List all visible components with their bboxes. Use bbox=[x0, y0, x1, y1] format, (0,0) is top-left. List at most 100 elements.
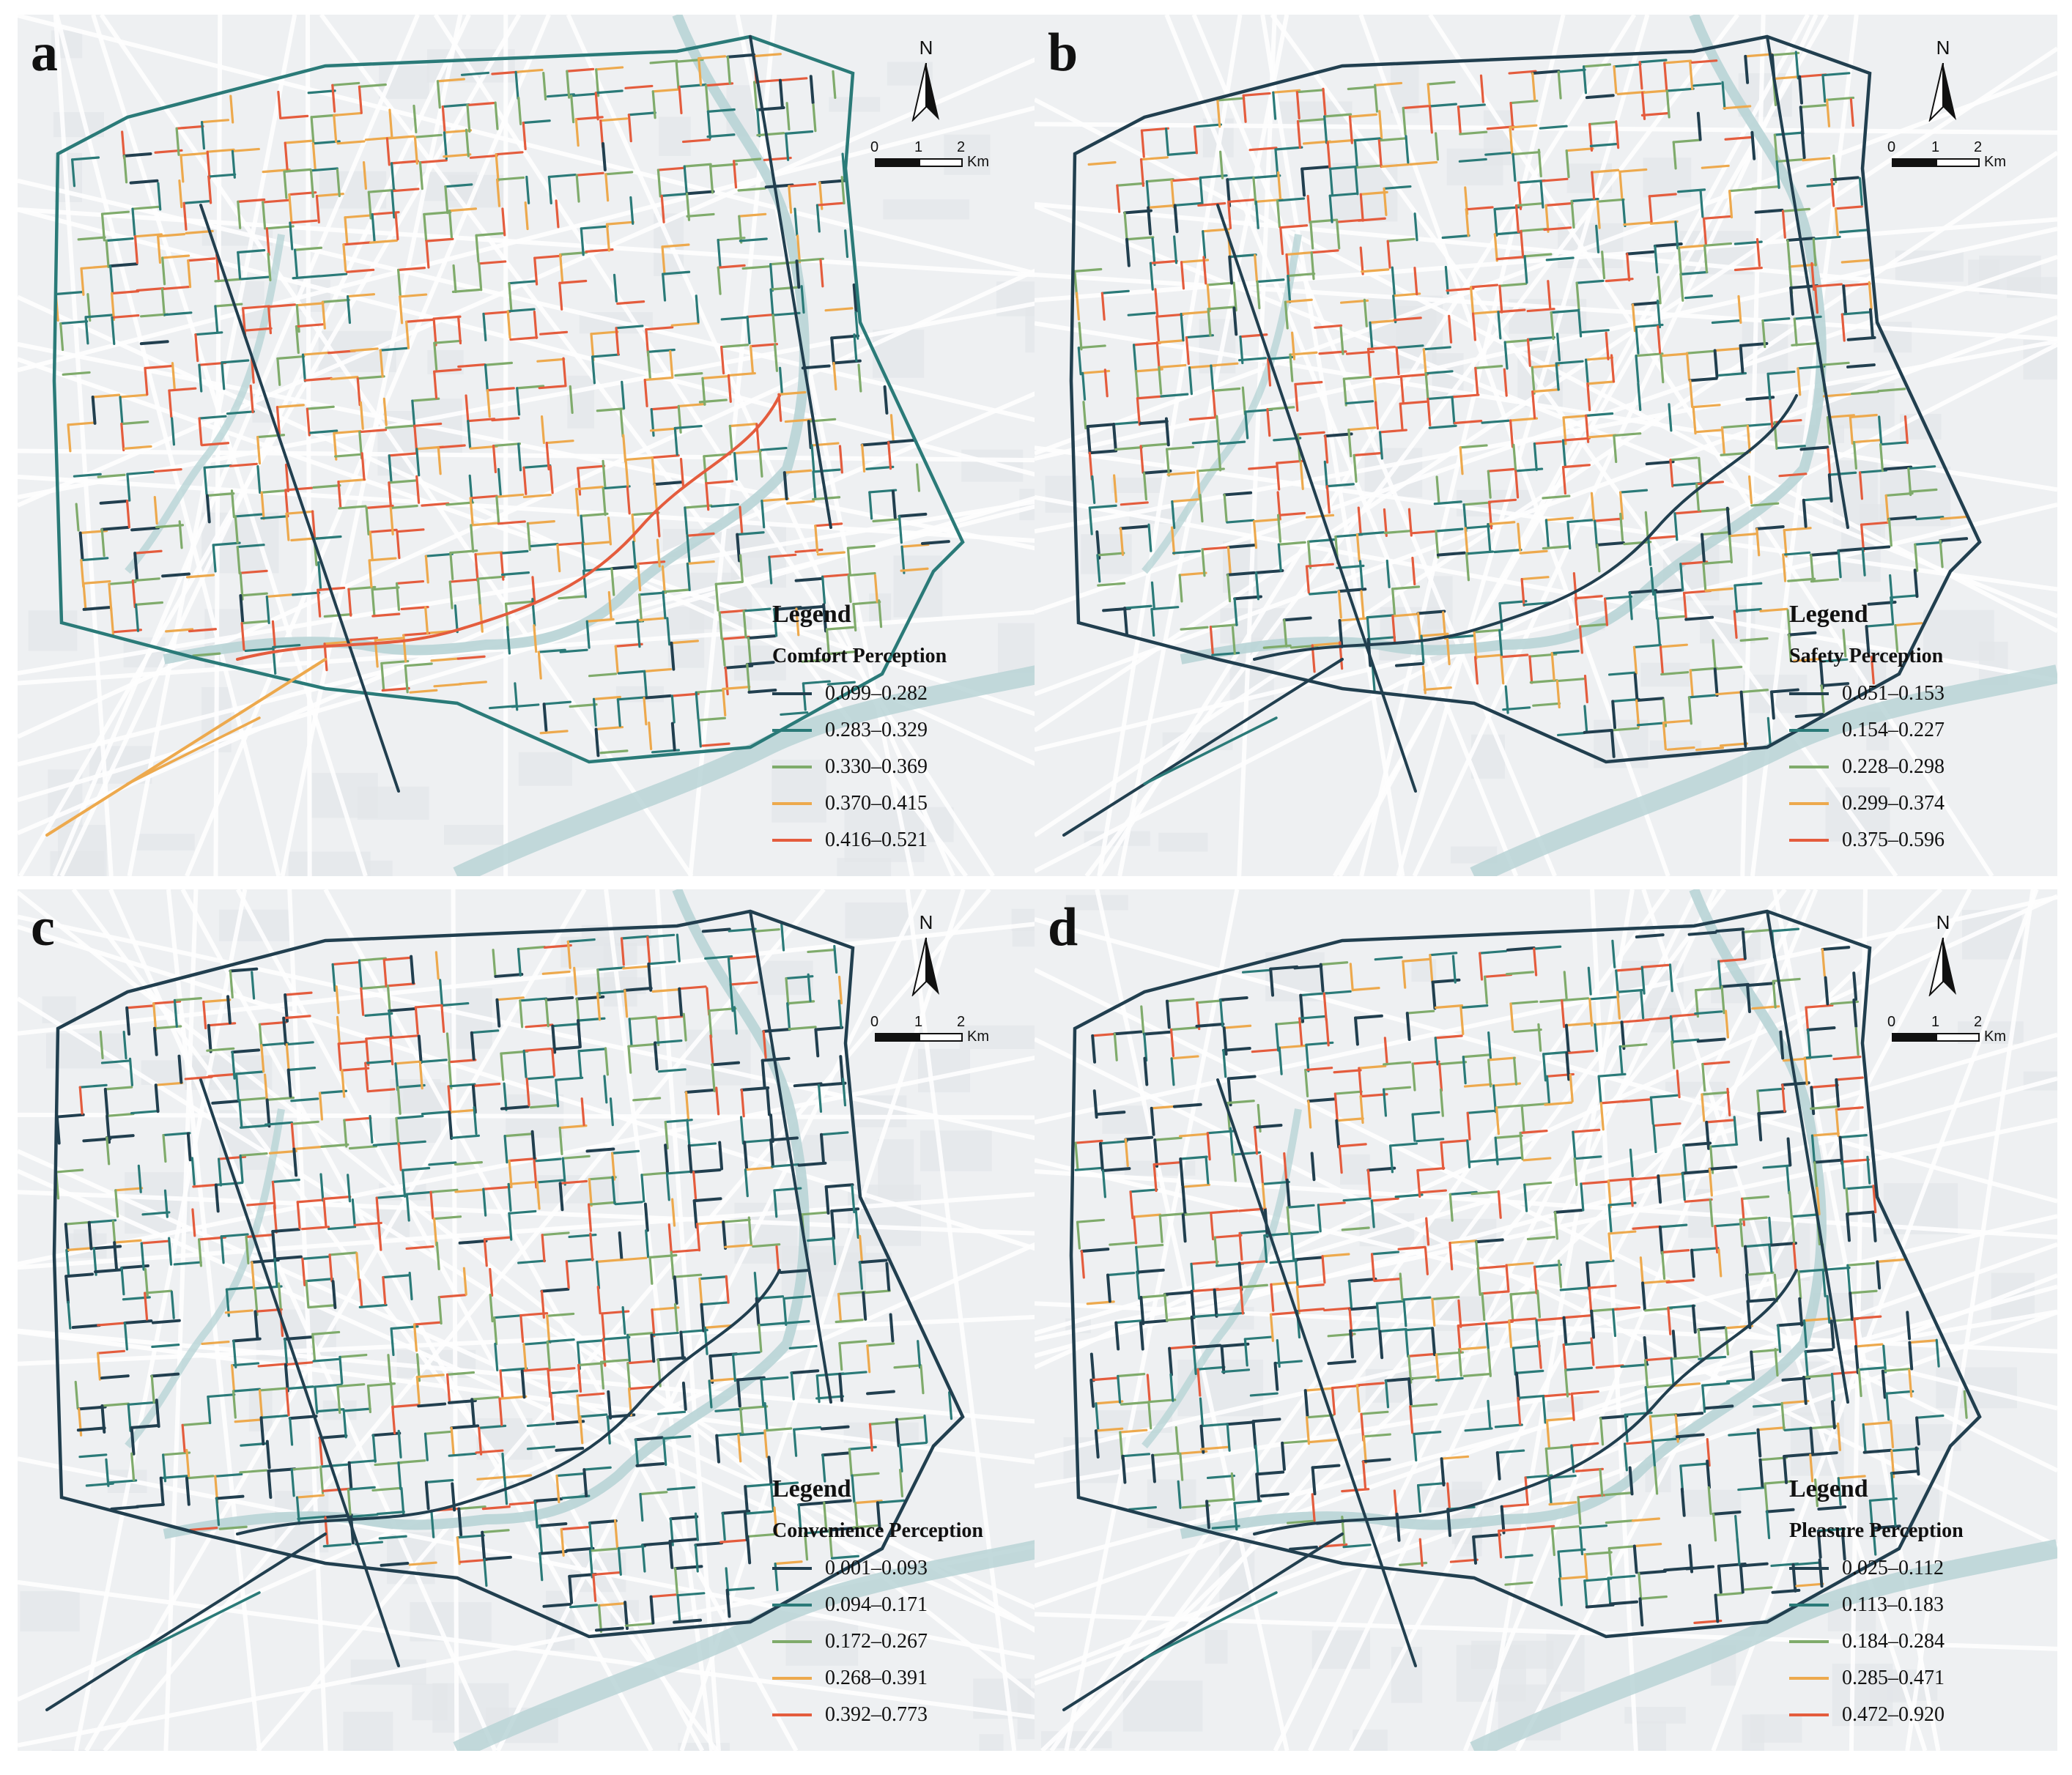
scale-tick-2: 2 bbox=[957, 139, 966, 155]
legend-item: 0.094–0.171 bbox=[772, 1587, 1021, 1623]
legend-swatch bbox=[1789, 839, 1829, 842]
scale-tick-2: 2 bbox=[1974, 139, 1983, 155]
legend-swatch bbox=[772, 802, 812, 805]
street-network-map bbox=[1035, 15, 2057, 876]
legend-label: 0.184–0.284 bbox=[1842, 1630, 1945, 1653]
scale-tick-1: 1 bbox=[1931, 1014, 1940, 1030]
legend-item: 0.228–0.298 bbox=[1789, 749, 2038, 785]
legend-subtitle: Comfort Perception bbox=[772, 645, 947, 667]
legend-title: Legend bbox=[1789, 601, 1868, 628]
north-label: N bbox=[919, 911, 933, 933]
legend-label: 0.472–0.920 bbox=[1842, 1703, 1945, 1726]
legend-title: Legend bbox=[772, 1475, 851, 1502]
legend-swatch bbox=[1789, 766, 1829, 768]
legend-swatch bbox=[1789, 1677, 1829, 1680]
scale-tick-2: 2 bbox=[1974, 1014, 1983, 1030]
north-arrow-icon bbox=[1928, 938, 1956, 996]
legend-title: Legend bbox=[772, 601, 851, 628]
legend-item: 0.370–0.415 bbox=[772, 785, 1021, 822]
legend-item: 0.172–0.267 bbox=[772, 1623, 1021, 1660]
map-panel-b: b N 0 1 2 Km Legend Safety Perception 0.… bbox=[1035, 15, 2057, 876]
scale-segment-dark bbox=[875, 158, 919, 167]
scale-unit: Km bbox=[1984, 1029, 2006, 1045]
north-arrow: N bbox=[1921, 37, 1965, 132]
north-label: N bbox=[1936, 911, 1950, 933]
legend-item: 0.154–0.227 bbox=[1789, 712, 2038, 749]
legend-label: 0.099–0.282 bbox=[825, 682, 928, 705]
legend-title: Legend bbox=[1789, 1475, 1868, 1502]
legend-item: 0.113–0.183 bbox=[1789, 1587, 2038, 1623]
legend-item: 0.283–0.329 bbox=[772, 712, 1021, 749]
legend-item: 0.330–0.369 bbox=[772, 749, 1021, 785]
north-arrow-icon bbox=[911, 63, 939, 122]
legend-item: 0.416–0.521 bbox=[772, 822, 1021, 859]
scale-segment-light bbox=[1936, 158, 1980, 167]
scale-bar: 0 1 2 Km bbox=[870, 1014, 1021, 1050]
legend-rows: 0.001–0.093 0.094–0.171 0.172–0.267 0.268–0… bbox=[772, 1550, 1021, 1733]
scale-segment-dark bbox=[1892, 1033, 1936, 1042]
legend-swatch bbox=[1789, 1567, 1829, 1570]
legend-swatch bbox=[1789, 729, 1829, 732]
legend-item: 0.285–0.471 bbox=[1789, 1660, 2038, 1697]
legend-subtitle: Safety Perception bbox=[1789, 645, 1944, 667]
legend-swatch bbox=[1789, 1713, 1829, 1716]
scale-bar: 0 1 2 Km bbox=[1887, 139, 2038, 176]
scale-tick-1: 1 bbox=[1931, 139, 1940, 155]
legend: Legend Convenience Perception 0.001–0.09… bbox=[772, 1475, 1021, 1733]
legend-swatch bbox=[772, 1713, 812, 1716]
legend-item: 0.299–0.374 bbox=[1789, 785, 2038, 822]
legend: Legend Safety Perception 0.051–0.153 0.15… bbox=[1789, 601, 2038, 859]
legend-label: 0.330–0.369 bbox=[825, 755, 928, 778]
north-arrow-icon bbox=[911, 938, 939, 996]
scale-unit: Km bbox=[967, 1029, 989, 1045]
panel-letter: a bbox=[31, 23, 58, 83]
scale-unit: Km bbox=[1984, 154, 2006, 170]
legend-swatch bbox=[1789, 802, 1829, 805]
scale-tick-1: 1 bbox=[914, 1014, 923, 1030]
scale-tick-2: 2 bbox=[957, 1014, 966, 1030]
legend-label: 0.283–0.329 bbox=[825, 719, 928, 741]
legend-swatch bbox=[772, 1640, 812, 1643]
legend: Legend Comfort Perception 0.099–0.282 0.2… bbox=[772, 601, 1021, 859]
legend-label: 0.113–0.183 bbox=[1842, 1593, 1944, 1616]
map-panel-d: d N 0 1 2 Km Legend Pleasure Perception … bbox=[1035, 889, 2057, 1751]
legend-rows: 0.025–0.112 0.113–0.183 0.184–0.284 0.285–0… bbox=[1789, 1550, 2038, 1733]
legend-label: 0.228–0.298 bbox=[1842, 755, 1945, 778]
legend-rows: 0.051–0.153 0.154–0.227 0.228–0.298 0.299–0… bbox=[1789, 675, 2038, 859]
legend-item: 0.025–0.112 bbox=[1789, 1550, 2038, 1587]
north-arrow-icon bbox=[1928, 63, 1956, 122]
legend-swatch bbox=[772, 1567, 812, 1570]
scale-bar: 0 1 2 Km bbox=[1887, 1014, 2038, 1050]
legend-label: 0.392–0.773 bbox=[825, 1703, 928, 1726]
legend-swatch bbox=[772, 766, 812, 768]
legend-subtitle: Convenience Perception bbox=[772, 1519, 983, 1542]
scale-bar: 0 1 2 Km bbox=[870, 139, 1021, 176]
legend-swatch bbox=[772, 1677, 812, 1680]
map-panel-a: a N 0 1 2 Km Legend Comfort Perception 0… bbox=[18, 15, 1040, 876]
legend-swatch bbox=[772, 692, 812, 695]
scale-segment-dark bbox=[1892, 158, 1936, 167]
legend-rows: 0.099–0.282 0.283–0.329 0.330–0.369 0.370–0… bbox=[772, 675, 1021, 859]
legend-item: 0.099–0.282 bbox=[772, 675, 1021, 712]
legend-label: 0.154–0.227 bbox=[1842, 719, 1945, 741]
legend-swatch bbox=[1789, 1640, 1829, 1643]
legend-item: 0.472–0.920 bbox=[1789, 1697, 2038, 1733]
legend-item: 0.001–0.093 bbox=[772, 1550, 1021, 1587]
scale-unit: Km bbox=[967, 154, 989, 170]
legend-swatch bbox=[1789, 692, 1829, 695]
legend-swatch bbox=[1789, 1604, 1829, 1607]
legend-label: 0.001–0.093 bbox=[825, 1557, 928, 1579]
legend-label: 0.299–0.374 bbox=[1842, 792, 1945, 815]
north-arrow: N bbox=[904, 37, 948, 132]
panel-letter: d bbox=[1048, 897, 1078, 957]
legend-swatch bbox=[772, 839, 812, 842]
legend-item: 0.375–0.596 bbox=[1789, 822, 2038, 859]
scale-segment-light bbox=[1936, 1033, 1980, 1042]
scale-segment-dark bbox=[875, 1033, 919, 1042]
legend-label: 0.268–0.391 bbox=[825, 1667, 928, 1689]
legend-label: 0.370–0.415 bbox=[825, 792, 928, 815]
scale-tick-0: 0 bbox=[1887, 1014, 1896, 1030]
legend-label: 0.094–0.171 bbox=[825, 1593, 928, 1616]
north-label: N bbox=[1936, 37, 1950, 59]
legend-item: 0.184–0.284 bbox=[1789, 1623, 2038, 1660]
